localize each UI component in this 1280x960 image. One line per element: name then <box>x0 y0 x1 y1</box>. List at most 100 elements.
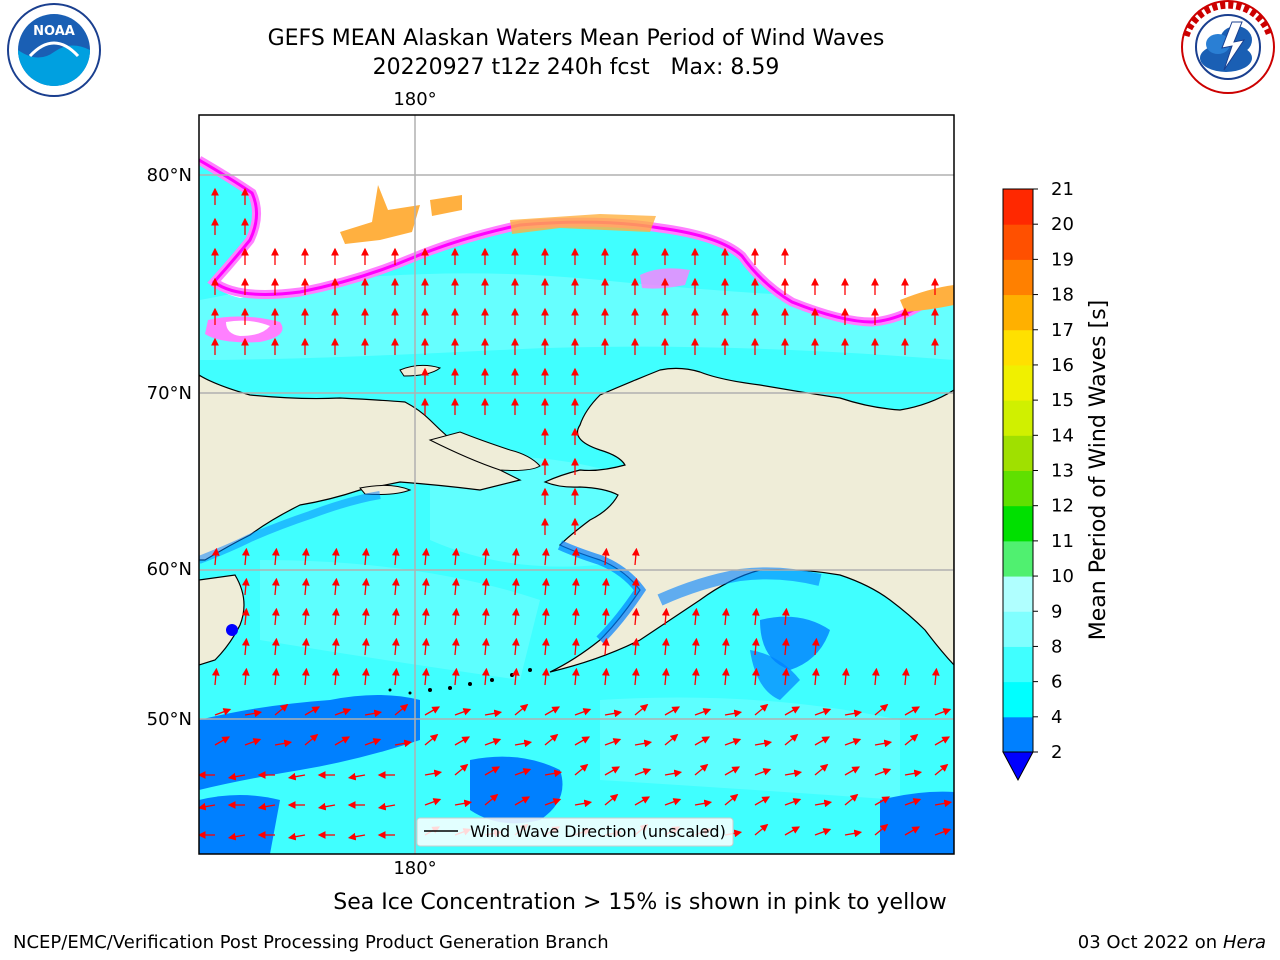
wind-wave-arrow <box>331 637 340 656</box>
wind-wave-arrow <box>511 607 520 626</box>
wind-wave-arrow <box>241 547 250 566</box>
wind-wave-arrow <box>574 763 589 776</box>
colorbar-tick-label: 6 <box>1051 672 1062 693</box>
wind-wave-arrow <box>571 577 580 596</box>
wind-wave-arrow <box>541 547 550 566</box>
wind-wave-arrow <box>811 637 820 656</box>
wind-wave-arrow <box>514 739 533 748</box>
wind-wave-arrow <box>364 738 382 746</box>
wind-wave-arrow <box>844 793 859 806</box>
wind-wave-arrow <box>241 667 250 686</box>
wind-wave-arrow <box>781 667 790 686</box>
wind-wave-arrow <box>604 793 619 806</box>
lon-label-bottom: 180° <box>393 858 436 879</box>
wind-wave-arrow <box>544 706 561 716</box>
wind-wave-arrow <box>514 703 529 716</box>
wind-wave-arrow <box>664 706 681 716</box>
wind-wave-arrow <box>634 768 652 776</box>
wind-wave-arrow <box>331 607 340 626</box>
wind-wave-arrow <box>271 607 280 626</box>
wind-wave-arrow <box>814 708 832 716</box>
colorbar-label: Mean Period of Wind Waves [s] <box>1086 300 1111 640</box>
wind-wave-arrow <box>424 733 439 746</box>
wind-wave-arrow <box>421 607 430 626</box>
wind-wave-arrow <box>227 772 246 781</box>
lon-label-top: 180° <box>393 89 436 110</box>
wind-wave-arrow <box>304 733 319 746</box>
wind-wave-arrow <box>691 607 700 626</box>
wind-wave-arrow <box>334 708 352 716</box>
footer-credit: NCEP/EMC/Verification Post Processing Pr… <box>13 932 609 953</box>
wind-wave-arrow <box>661 637 670 656</box>
wind-wave-arrow <box>781 637 790 656</box>
wind-wave-arrow <box>481 607 490 626</box>
map-frame <box>198 114 955 855</box>
wind-wave-arrow <box>631 547 640 566</box>
wind-wave-arrow <box>844 766 861 776</box>
wind-wave-arrow <box>541 667 550 686</box>
wind-wave-arrow <box>571 637 580 656</box>
wind-wave-arrow <box>391 547 400 566</box>
wind-wave-arrow <box>694 736 711 746</box>
wind-wave-arrow <box>934 763 949 776</box>
wind-wave-arrow <box>751 607 760 626</box>
wind-wave-arrow <box>601 577 610 596</box>
colorbar-tick-label: 12 <box>1051 496 1074 517</box>
noaa-logo-text: NOAA <box>33 24 75 39</box>
wind-wave-arrow <box>451 637 460 656</box>
wind-wave-arrow <box>301 607 310 626</box>
wind-wave-arrow <box>754 703 769 716</box>
wind-wave-arrow <box>511 637 520 656</box>
wind-wave-arrow <box>511 547 520 566</box>
wind-wave-arrow <box>211 547 220 566</box>
wind-wave-arrow <box>844 829 863 838</box>
wind-wave-arrow <box>724 793 739 806</box>
wind-wave-arrow <box>691 637 700 656</box>
wind-wave-arrow <box>664 798 682 806</box>
wind-wave-arrow <box>904 706 921 716</box>
wind-wave-arrow <box>211 667 220 686</box>
wind-wave-arrow <box>634 796 651 806</box>
wind-wave-arrow <box>421 547 430 566</box>
wind-wave-arrow <box>841 667 850 686</box>
wind-wave-arrow <box>271 667 280 686</box>
colorbar-tick-label: 15 <box>1051 390 1074 411</box>
wind-wave-arrow <box>904 798 922 806</box>
wind-wave-arrow <box>301 547 310 566</box>
colorbar-segment <box>1003 364 1033 401</box>
wind-wave-arrow <box>451 667 460 686</box>
wind-wave-arrow <box>481 637 490 656</box>
wind-wave-arrow <box>754 768 772 776</box>
colorbar-segment <box>1003 294 1033 331</box>
colorbar-segment <box>1003 646 1033 683</box>
colorbar-segment <box>1003 470 1033 507</box>
wind-wave-arrow <box>241 607 250 626</box>
wind-wave-arrow <box>784 798 802 806</box>
wind-wave-arrow <box>484 709 503 718</box>
wind-wave-arrow <box>814 828 832 836</box>
sea-ice-caption: Sea Ice Concentration > 15% is shown in … <box>0 890 1280 915</box>
colorbar-segment <box>1003 259 1033 296</box>
wind-wave-arrow <box>454 763 469 776</box>
wind-wave-arrow <box>227 832 246 841</box>
chart-subtitle: 20220927 t12z 240h fcst Max: 8.59 <box>372 55 780 80</box>
legend-label: Wind Wave Direction (unscaled) <box>470 822 726 841</box>
wind-wave-arrow <box>694 799 713 808</box>
wind-wave-arrow <box>874 823 889 836</box>
wind-wave-arrow <box>631 637 640 656</box>
wind-wave-arrow <box>631 607 640 626</box>
wind-wave-arrow <box>301 577 310 596</box>
wind-wave-arrow <box>421 577 430 596</box>
wind-wave-arrow <box>691 667 700 686</box>
wind-wave-arrow <box>934 828 952 836</box>
wind-wave-arrow <box>214 708 232 716</box>
wind-wave-arrow <box>694 708 712 716</box>
wind-wave-arrow <box>377 802 396 811</box>
wind-wave-arrow <box>484 738 502 746</box>
wind-wave-arrow <box>634 739 653 748</box>
colorbar-under-triangle <box>1002 751 1034 782</box>
wind-wave-arrow <box>901 667 910 686</box>
colorbar-tick-label: 14 <box>1051 425 1074 446</box>
wind-wave-arrow <box>661 667 670 686</box>
wind-wave-arrow <box>361 667 370 686</box>
